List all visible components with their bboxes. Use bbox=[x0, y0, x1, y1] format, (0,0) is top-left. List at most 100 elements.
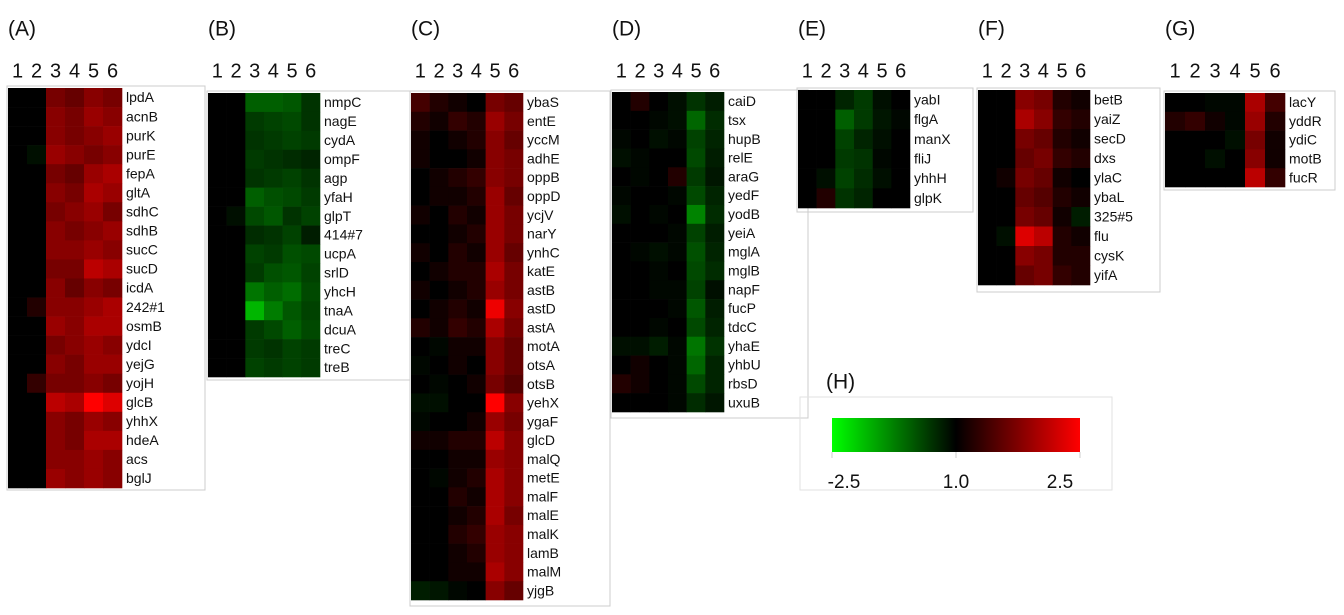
heat-cell bbox=[448, 412, 468, 432]
heat-cell bbox=[1205, 149, 1226, 169]
heat-cell bbox=[226, 358, 246, 378]
heat-cell bbox=[816, 129, 836, 150]
heat-cell bbox=[686, 186, 706, 206]
heat-cell bbox=[996, 148, 1016, 169]
heat-cell bbox=[84, 145, 104, 165]
colorbar-tick-label: 2.5 bbox=[1047, 472, 1073, 493]
heat-cell bbox=[649, 355, 669, 375]
heat-cell bbox=[208, 187, 227, 207]
heat-cell bbox=[46, 297, 66, 317]
heat-cell bbox=[649, 317, 669, 338]
heat-cell bbox=[301, 320, 321, 340]
heat-cell bbox=[485, 243, 505, 263]
heat-cell bbox=[630, 110, 650, 130]
heat-cell bbox=[46, 221, 66, 241]
gene-label: lpdA bbox=[126, 89, 155, 105]
heat-cell bbox=[467, 449, 486, 469]
colorbar-frame bbox=[799, 396, 1113, 491]
heat-cell bbox=[798, 188, 817, 209]
panel-label: (E) bbox=[798, 18, 826, 41]
heat-cell bbox=[612, 280, 631, 300]
heat-cell bbox=[1034, 187, 1053, 208]
heat-cell bbox=[8, 392, 28, 413]
heat-cell bbox=[630, 167, 650, 187]
heat-cell bbox=[411, 374, 430, 394]
column-label: 6 bbox=[1269, 60, 1280, 82]
heat-cell bbox=[411, 524, 430, 544]
heat-cell bbox=[872, 168, 892, 189]
gene-label: yhcH bbox=[324, 284, 356, 300]
heat-cell bbox=[429, 562, 449, 582]
heat-cell bbox=[891, 149, 911, 169]
heat-cell bbox=[854, 129, 873, 150]
heat-cell bbox=[448, 111, 468, 131]
heat-cell bbox=[245, 168, 265, 188]
heat-cell bbox=[504, 412, 524, 432]
column-label: 2 bbox=[31, 60, 42, 82]
heat-cell bbox=[1052, 168, 1072, 188]
heat-cell bbox=[1015, 148, 1035, 169]
heat-cell bbox=[84, 164, 104, 184]
heat-cell bbox=[705, 129, 725, 149]
heat-cell bbox=[8, 164, 28, 184]
heat-cell bbox=[8, 183, 28, 203]
heat-cell bbox=[282, 149, 302, 170]
gene-label: betB bbox=[1094, 91, 1123, 107]
column-label: 1 bbox=[212, 60, 223, 82]
heat-cell bbox=[705, 299, 725, 319]
heat-cell bbox=[686, 336, 706, 356]
heat-cell bbox=[668, 393, 687, 413]
heat-cell bbox=[668, 92, 687, 112]
heat-cell bbox=[226, 111, 246, 132]
panel-label: (D) bbox=[612, 18, 641, 41]
heat-cell bbox=[103, 297, 123, 317]
heat-cell bbox=[429, 243, 449, 263]
heat-cell bbox=[612, 148, 631, 168]
gene-label: otsA bbox=[527, 357, 556, 373]
heat-cell bbox=[504, 581, 524, 601]
column-label: 5 bbox=[1249, 60, 1260, 82]
heat-cell bbox=[1071, 187, 1091, 208]
heat-cell bbox=[686, 280, 706, 300]
gene-label: malE bbox=[527, 507, 559, 523]
heat-cell bbox=[467, 487, 486, 507]
heat-cell bbox=[448, 543, 468, 563]
heat-cell bbox=[649, 204, 669, 225]
heat-cell bbox=[1015, 246, 1035, 266]
heat-cell bbox=[411, 130, 430, 150]
column-label: 4 bbox=[672, 60, 683, 82]
panel-label: (G) bbox=[1165, 18, 1195, 41]
heat-cell bbox=[630, 280, 650, 300]
heat-cell bbox=[686, 92, 706, 112]
colorbar-tick-label: -2.5 bbox=[828, 472, 861, 493]
gene-label: araG bbox=[728, 168, 759, 184]
heat-cell bbox=[84, 354, 104, 375]
heat-cell bbox=[686, 110, 706, 130]
heat-cell bbox=[448, 393, 468, 413]
heat-cell bbox=[891, 90, 911, 110]
heat-cell bbox=[668, 317, 687, 338]
column-label: 6 bbox=[1075, 60, 1086, 82]
heat-cell bbox=[264, 206, 283, 226]
gene-label: caiD bbox=[728, 93, 756, 109]
heat-cell bbox=[504, 111, 524, 131]
heat-cell bbox=[649, 261, 669, 281]
heat-cell bbox=[467, 412, 486, 432]
column-label: 4 bbox=[69, 60, 80, 82]
heat-cell bbox=[46, 259, 66, 279]
heat-cell bbox=[411, 581, 430, 601]
gene-label: ylaC bbox=[1094, 169, 1122, 185]
heat-cell bbox=[891, 188, 911, 209]
heat-cell bbox=[1165, 111, 1186, 131]
heat-cell bbox=[84, 107, 104, 127]
heat-cell bbox=[612, 242, 631, 262]
heat-cell bbox=[429, 393, 449, 413]
heat-cell bbox=[84, 468, 104, 489]
heat-cell bbox=[705, 167, 725, 187]
heat-cell bbox=[816, 109, 836, 130]
heat-cell bbox=[668, 261, 687, 281]
heat-cell bbox=[1034, 265, 1053, 286]
heat-cell bbox=[668, 336, 687, 356]
heat-cell bbox=[103, 107, 123, 127]
heat-cell bbox=[612, 355, 631, 375]
